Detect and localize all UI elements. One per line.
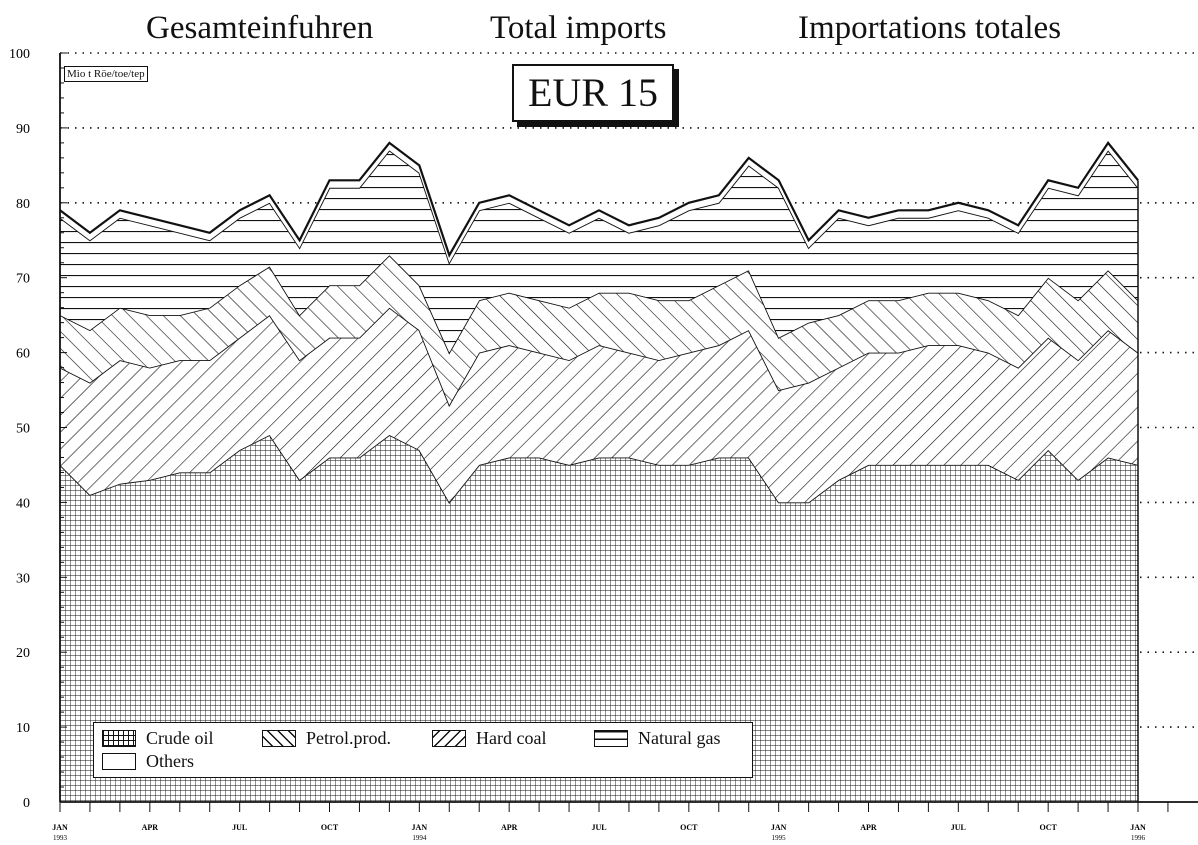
x-tick-label-apr-3: APR	[142, 823, 159, 832]
y-tick-label-60: 60	[16, 347, 30, 362]
unit-label: Mio t Röe/toe/tep	[64, 66, 148, 82]
x-tick-label-oct-21: OCT	[680, 823, 698, 832]
y-tick-label-0: 0	[23, 796, 30, 811]
x-tick-label-apr-27: APR	[860, 823, 877, 832]
x-tick-label-jan-12: JAN	[412, 823, 428, 832]
legend-item-others: Others	[102, 752, 194, 770]
y-tick-label-100: 100	[9, 47, 30, 62]
y-tick-label-10: 10	[16, 721, 30, 736]
x-tick-label-jul-30: JUL	[951, 823, 966, 832]
x-tick-year-1993: 1993	[53, 834, 68, 842]
x-tick-label-jul-6: JUL	[232, 823, 247, 832]
legend-swatch-hard-coal	[432, 729, 466, 747]
x-tick-year-1995: 1995	[772, 834, 787, 842]
region-label: EUR 15	[512, 64, 674, 122]
legend-label-hard-coal: Hard coal	[476, 728, 547, 748]
legend: Crude oil Petrol.prod. Hard coal Natural…	[93, 722, 753, 778]
title-german: Gesamteinfuhren	[146, 10, 374, 46]
x-tick-label-jul-18: JUL	[591, 823, 606, 832]
area-petrol-prod	[60, 307, 1138, 503]
y-tick-label-20: 20	[16, 646, 30, 661]
x-tick-label-jan-0: JAN	[52, 823, 68, 832]
legend-item-petrol-prod: Petrol.prod.	[262, 729, 391, 747]
legend-label-natural-gas: Natural gas	[638, 728, 721, 748]
legend-item-crude-oil: Crude oil	[102, 729, 214, 747]
x-tick-label-oct-9: OCT	[321, 823, 339, 832]
legend-item-natural-gas: Natural gas	[594, 729, 720, 747]
x-tick-label-oct-33: OCT	[1039, 823, 1057, 832]
series-line-others	[59, 141, 1139, 258]
area-natural-gas	[60, 150, 1138, 353]
x-tick-label-jan-36: JAN	[1130, 823, 1146, 832]
y-tick-label-70: 70	[16, 272, 30, 287]
y-tick-label-40: 40	[16, 496, 30, 511]
legend-swatch-crude-oil	[102, 729, 136, 747]
x-tick-label-jan-24: JAN	[771, 823, 787, 832]
axes: 0 10 20 30 40 50 60 70 80 90 100 JAN 1993 APR JUL OCT JA…	[9, 47, 1198, 842]
area-crude-oil	[60, 435, 1138, 802]
legend-swatch-petrol-prod	[262, 729, 296, 747]
y-tick-label-50: 50	[16, 422, 30, 437]
area-hard-coal	[60, 255, 1138, 405]
x-tick-year-1994: 1994	[412, 834, 427, 842]
plot-areas	[59, 141, 1139, 802]
legend-label-petrol-prod: Petrol.prod.	[306, 728, 391, 748]
title-english: Total imports	[490, 10, 667, 46]
legend-label-others: Others	[146, 751, 194, 771]
x-tick-year-1996: 1996	[1131, 834, 1146, 842]
title-french: Importations totales	[798, 10, 1062, 46]
legend-swatch-others	[102, 752, 136, 770]
legend-swatch-natural-gas	[594, 729, 628, 747]
legend-item-hard-coal: Hard coal	[432, 729, 546, 747]
y-tick-label-80: 80	[16, 197, 30, 212]
y-tick-label-30: 30	[16, 571, 30, 586]
x-tick-label-apr-15: APR	[501, 823, 518, 832]
y-tick-label-90: 90	[16, 122, 30, 137]
legend-label-crude-oil: Crude oil	[146, 728, 214, 748]
